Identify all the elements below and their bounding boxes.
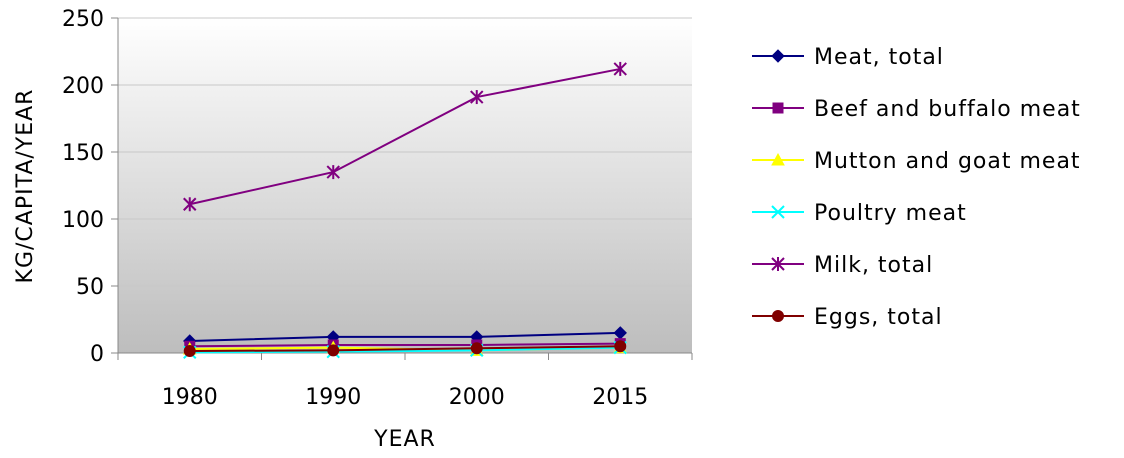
- legend-item: Meat, total: [752, 45, 944, 70]
- series-line: [189, 331, 621, 342]
- data-point: [470, 90, 484, 105]
- legend-item: Poultry meat: [752, 201, 967, 226]
- legend-marker: [771, 152, 785, 166]
- gridlines: [118, 17, 692, 287]
- legend-item: Mutton and goat meat: [752, 149, 1081, 174]
- y-tick-label: 250: [62, 7, 104, 32]
- y-tick-label: 100: [62, 208, 104, 233]
- legend-marker: [771, 49, 785, 63]
- x-tick-labels: 1980 1990 2000 2015: [162, 385, 649, 410]
- legend-label: Milk, total: [814, 253, 933, 278]
- data-point: [327, 344, 340, 357]
- x-tick-label: 1980: [162, 385, 218, 410]
- legend-item: Eggs, total: [752, 305, 943, 330]
- series-group: [182, 61, 628, 360]
- legend-label: Mutton and goat meat: [814, 149, 1081, 174]
- data-point: [470, 342, 483, 355]
- data-point: [326, 165, 340, 180]
- data-point: [614, 340, 627, 353]
- x-axis-title: YEAR: [373, 427, 436, 452]
- y-tick-label: 0: [90, 342, 104, 367]
- legend-item: Beef and buffalo meat: [752, 97, 1081, 122]
- y-axis-title: KG/CAPITA/YEAR: [13, 89, 38, 284]
- y-tick-label: 200: [62, 74, 104, 99]
- y-tick-labels: 0 50 100 150 200 250: [62, 7, 104, 367]
- legend-marker: [771, 257, 785, 271]
- marker-stroke: [771, 205, 785, 219]
- legend-label: Meat, total: [814, 45, 944, 70]
- data-point: [183, 197, 197, 212]
- x-tick-label: 1990: [305, 385, 361, 410]
- series-line: [189, 345, 621, 352]
- series-line: [189, 67, 621, 206]
- data-point: [183, 344, 196, 357]
- series-line: [189, 346, 621, 354]
- series-4: [183, 61, 627, 212]
- legend-label: Poultry meat: [814, 201, 967, 226]
- x-tick-label: 2015: [592, 385, 648, 410]
- series-5: [183, 340, 627, 357]
- y-tick-label: 150: [62, 141, 104, 166]
- y-tick-label: 50: [76, 275, 104, 300]
- legend-marker: [772, 102, 784, 114]
- series-line: [189, 342, 621, 348]
- legend-label: Beef and buffalo meat: [814, 97, 1081, 122]
- x-tick-label: 2000: [449, 385, 505, 410]
- legend-marker: [771, 205, 785, 219]
- legend-item: Milk, total: [752, 253, 933, 278]
- data-point: [613, 61, 627, 76]
- plot-area: [118, 18, 692, 353]
- legend-label: Eggs, total: [814, 305, 943, 330]
- legend-marker: [772, 310, 784, 322]
- legend: Meat, total Beef and buffalo meat Mutton a…: [752, 45, 1081, 330]
